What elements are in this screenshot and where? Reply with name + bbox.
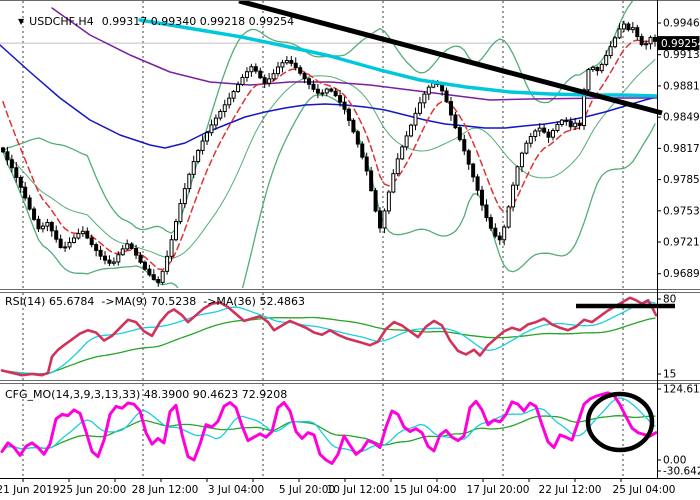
svg-text:15: 15 <box>663 369 676 381</box>
current-price-badge: 0.99254 <box>657 36 700 51</box>
chart-symbol-period: USDCHF,H4 <box>29 15 94 28</box>
ellipse-annotation[interactable] <box>585 391 655 453</box>
cfg-slow-signal-line <box>2 415 656 451</box>
purple-ma-line <box>51 7 657 101</box>
cfg-mo-panel[interactable] <box>0 391 657 465</box>
cfg-indicator-label: CFG_MO(14,3,9,3,13,33) 48.3900 90.4623 7… <box>5 388 288 401</box>
time-axis[interactable]: 21 Jun 2019 25 Jun 20:00 28 Jun 12:00 3 Jul… <box>0 478 700 496</box>
main-price-panel[interactable] <box>0 0 657 327</box>
chart-title: ▼ USDCHF,H4 0.99317 0.99340 0.99218 0.9925… <box>4 2 294 41</box>
svg-text:0.98815: 0.98815 <box>663 80 700 92</box>
svg-text:25 Jun 20:00: 25 Jun 20:00 <box>60 484 127 496</box>
svg-text:80: 80 <box>663 294 676 306</box>
svg-text:25 Jul 04:00: 25 Jul 04:00 <box>613 484 676 496</box>
svg-text:21 Jun 2019: 21 Jun 2019 <box>0 484 60 496</box>
svg-text:0.00: 0.00 <box>663 455 686 467</box>
svg-text:0.97855: 0.97855 <box>663 174 700 186</box>
svg-text:17 Jul 20:00: 17 Jul 20:00 <box>467 484 530 496</box>
svg-text:10 Jul 12:00: 10 Jul 12:00 <box>327 484 390 496</box>
svg-text:124.6144: 124.6144 <box>663 384 700 396</box>
cfg-fast-signal-line <box>2 397 656 453</box>
svg-text:3 Jul 04:00: 3 Jul 04:00 <box>208 484 264 496</box>
svg-text:5 Jul 20:00: 5 Jul 20:00 <box>279 484 335 496</box>
chart-ohlc-values: 0.99317 0.99340 0.99218 0.99254 <box>101 15 295 28</box>
svg-text:-30.6427: -30.6427 <box>663 466 700 478</box>
svg-text:0.99135: 0.99135 <box>663 49 700 61</box>
svg-text:15 Jul 04:00: 15 Jul 04:00 <box>394 484 457 496</box>
svg-text:28 Jun 12:00: 28 Jun 12:00 <box>132 484 199 496</box>
rsi-panel[interactable] <box>0 296 657 377</box>
red-dashed-ma-line <box>2 39 656 271</box>
panel-separators <box>0 0 700 384</box>
cfg-mo-line <box>0 391 657 465</box>
chart-expand-icon[interactable]: ▼ <box>18 17 25 26</box>
svg-text:0.97535: 0.97535 <box>663 205 700 217</box>
candles-layer <box>1 20 657 287</box>
svg-text:0.98175: 0.98175 <box>663 143 700 155</box>
rsi-ma36-line <box>2 316 656 375</box>
trendline-annotation[interactable] <box>238 0 663 116</box>
rsi-indicator-label: RSI(14) 65.6784 ->MA(9) 70.5238 ->MA(36)… <box>5 295 305 308</box>
rsi-line <box>0 296 657 377</box>
grid-layer <box>22 1 624 477</box>
svg-text:0.98495: 0.98495 <box>663 112 700 124</box>
svg-text:0.99254: 0.99254 <box>661 38 700 50</box>
svg-text:0.97215: 0.97215 <box>663 237 700 249</box>
svg-text:22 Jul 12:00: 22 Jul 12:00 <box>539 484 602 496</box>
